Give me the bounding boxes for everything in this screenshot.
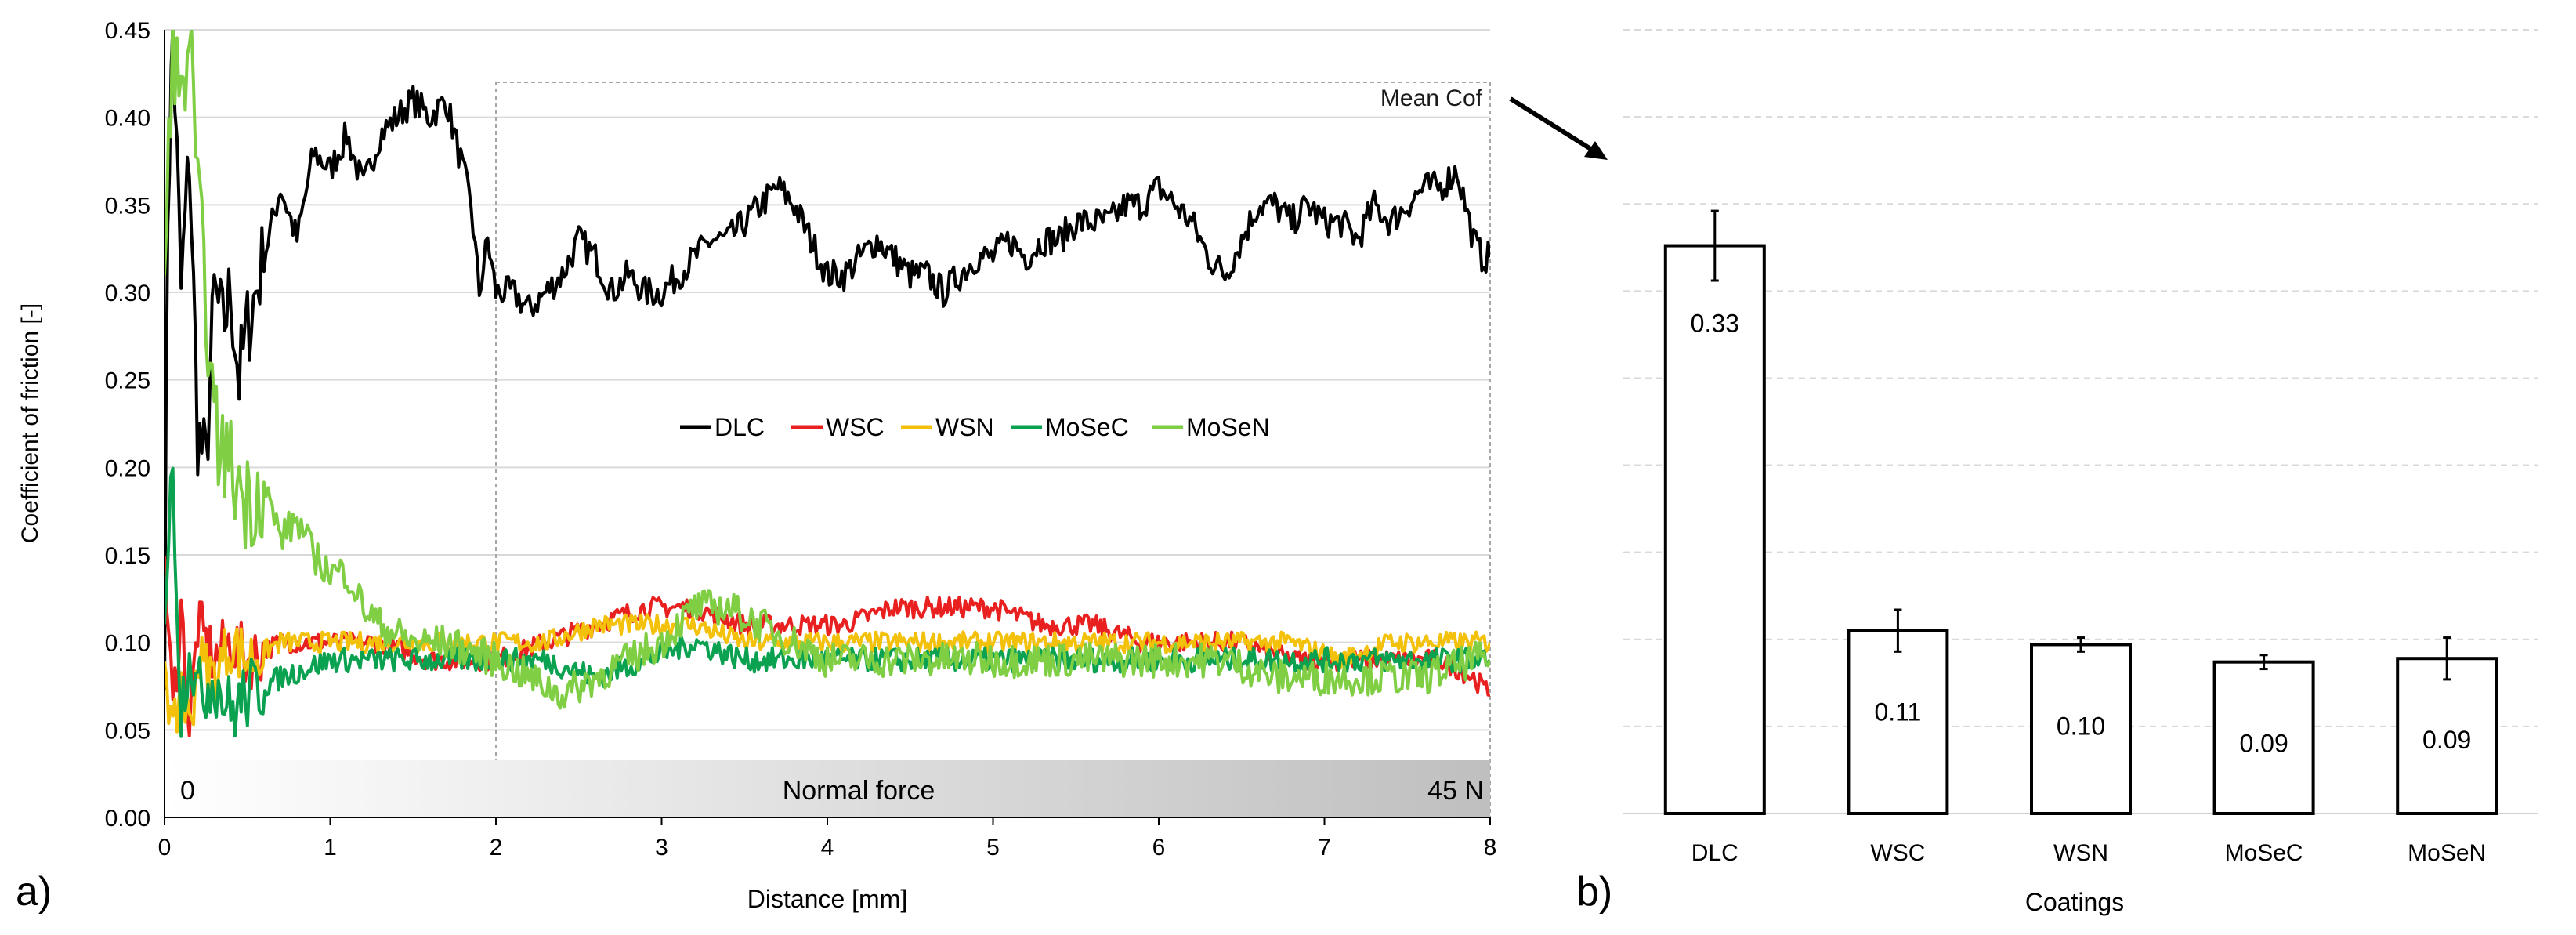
series-line-wsc: [165, 556, 1490, 737]
bar-category-label: DLC: [1691, 840, 1738, 866]
y-tick-label: 0.35: [105, 193, 150, 219]
bar-data-label: 0.09: [2422, 726, 2471, 754]
x-tick-labels: 0 1 2 3 4 5 6 7 8: [158, 817, 1497, 861]
legend-item-wsc: WSC: [791, 413, 885, 441]
line-series-group: [165, 30, 1490, 738]
x-tick-label: 1: [324, 835, 337, 861]
y-tick-label: 0.45: [105, 18, 150, 44]
bar-category-labels: DLC WSC WSN MoSeC MoSeN: [1691, 840, 2486, 866]
x-tick-label: 2: [490, 835, 503, 861]
arrow-down-right-icon: [1509, 96, 1608, 160]
bar-wsc: 0.11: [1847, 608, 1949, 816]
x-tick-label: 8: [1484, 835, 1497, 861]
x-tick-label: 0: [158, 835, 172, 861]
y-axis-title: Coefficient of friction [-]: [17, 303, 43, 543]
bar-rect: [2030, 643, 2132, 816]
legend-item-dlc: DLC: [680, 413, 765, 441]
legend-label: MoSeC: [1045, 413, 1129, 441]
y-tick-label: 0.05: [105, 718, 150, 744]
legend-label: MoSeN: [1186, 413, 1270, 441]
y-tick-label: 0.15: [105, 543, 150, 569]
bar-wsn: 0.10: [2030, 636, 2132, 816]
x-tick-label: 4: [821, 835, 834, 861]
legend-label: WSN: [935, 413, 994, 441]
y-tick-label: 0.40: [105, 106, 150, 132]
panel-label-a: a): [16, 869, 52, 915]
y-tick-label: 0.10: [105, 631, 150, 657]
y-tick-label: 0.30: [105, 281, 150, 306]
bar-data-label: 0.11: [1874, 698, 1921, 727]
force-start-label: 0: [180, 776, 195, 806]
bar-data-label: 0.10: [2057, 712, 2105, 740]
bar-category-label: MoSeC: [2225, 840, 2303, 866]
y-tick-label: 0.25: [105, 368, 150, 394]
bar-x-axis-title: Coatings: [2025, 888, 2124, 916]
bar-mosen: 0.09: [2396, 636, 2498, 815]
x-tick-label: 6: [1152, 835, 1166, 861]
y-tick-label: 0.20: [105, 455, 150, 481]
bar-data-label: 0.33: [1691, 310, 1739, 338]
legend-item-mosec: MoSeC: [1011, 413, 1129, 441]
series-line-mosen: [165, 30, 1490, 710]
x-tick-label: 5: [986, 835, 1000, 861]
friction-line-chart: Mean Cof 0 Normal force 45 N 0.00 0.05 0.1…: [16, 18, 1497, 915]
legend-item-mosen: MoSeN: [1152, 413, 1270, 441]
bar-chart-gridlines: [1623, 29, 2538, 727]
bar-category-label: WSC: [1870, 840, 1925, 866]
x-tick-label: 3: [655, 835, 668, 861]
panel-label-b: b): [1576, 869, 1612, 915]
y-tick-label: 0.00: [105, 806, 150, 832]
force-end-label: 45 N: [1427, 776, 1484, 806]
mean-cof-window: [495, 82, 1491, 818]
bar-mosec: 0.09: [2212, 654, 2315, 816]
bar-group: 0.33 0.11 0.10 0.09 0.09: [1663, 209, 2498, 816]
x-tick-label: 7: [1318, 835, 1331, 861]
mean-cof-bar-chart: 0.33 0.11 0.10 0.09 0.09 DLC WSC WSN MoSeC MoSeN…: [1576, 29, 2538, 916]
normal-force-bar: [165, 760, 1490, 817]
x-axis-title: Distance [mm]: [747, 885, 907, 913]
bar-rect: [2212, 660, 2315, 816]
bar-rect: [2396, 657, 2498, 815]
bar-category-label: MoSeN: [2408, 840, 2486, 866]
legend-label: DLC: [715, 413, 765, 441]
y-tick-labels: 0.00 0.05 0.10 0.15 0.20 0.25 0.30 0.35 0.40 0.45: [105, 18, 150, 832]
mean-cof-label: Mean Cof: [1380, 85, 1483, 111]
series-line-dlc: [165, 30, 1490, 690]
legend-item-wsn: WSN: [901, 413, 994, 441]
bar-dlc: 0.33: [1663, 209, 1766, 815]
legend-label: WSC: [826, 413, 885, 441]
normal-force-label: Normal force: [783, 776, 935, 806]
bar-category-label: WSN: [2053, 840, 2108, 866]
legend: DLC WSC WSN MoSeC MoSeN: [680, 413, 1270, 441]
bar-data-label: 0.09: [2239, 730, 2288, 758]
